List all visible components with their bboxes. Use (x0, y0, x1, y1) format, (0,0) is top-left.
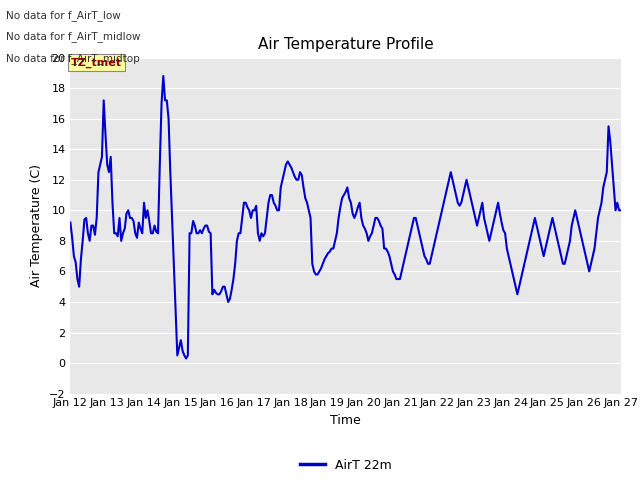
X-axis label: Time: Time (330, 414, 361, 427)
Title: Air Temperature Profile: Air Temperature Profile (258, 37, 433, 52)
Legend: AirT 22m: AirT 22m (295, 454, 396, 477)
Text: No data for f_AirT_midlow: No data for f_AirT_midlow (6, 31, 141, 42)
Text: No data for f_AirT_low: No data for f_AirT_low (6, 10, 121, 21)
Text: TZ_tmet: TZ_tmet (71, 58, 122, 68)
Text: No data for f_AirT_midtop: No data for f_AirT_midtop (6, 53, 140, 64)
Y-axis label: Air Temperature (C): Air Temperature (C) (31, 164, 44, 287)
